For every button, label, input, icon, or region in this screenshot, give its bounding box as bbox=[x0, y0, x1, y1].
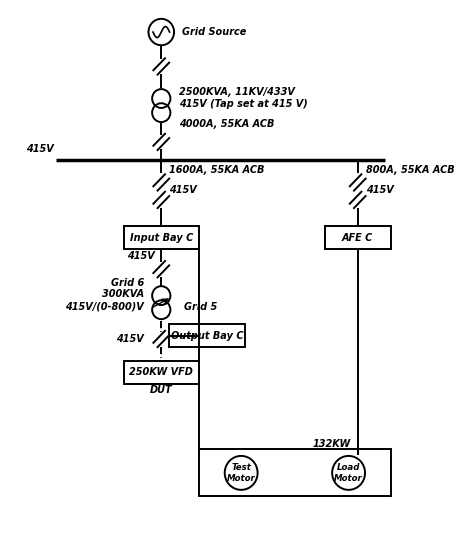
Text: Load
Motor: Load Motor bbox=[334, 463, 363, 482]
Text: 415V (Tap set at 415 V): 415V (Tap set at 415 V) bbox=[179, 99, 307, 109]
Text: 300KVA: 300KVA bbox=[102, 289, 144, 299]
Text: 132KW: 132KW bbox=[312, 439, 351, 449]
Text: 415V: 415V bbox=[127, 251, 155, 261]
Text: 415V: 415V bbox=[116, 334, 144, 344]
Text: Test
Motor: Test Motor bbox=[227, 463, 255, 482]
Text: Grid 6: Grid 6 bbox=[110, 278, 144, 288]
Text: DUT: DUT bbox=[150, 385, 173, 395]
Text: 4000A, 55KA ACB: 4000A, 55KA ACB bbox=[179, 119, 274, 130]
Text: 415V/(0-800)V: 415V/(0-800)V bbox=[65, 301, 144, 311]
Text: 415V: 415V bbox=[26, 144, 54, 154]
Text: 250KW VFD: 250KW VFD bbox=[129, 367, 193, 378]
Text: Grid Source: Grid Source bbox=[182, 27, 246, 37]
Text: Grid 5: Grid 5 bbox=[184, 302, 218, 312]
Text: 800A, 55KA ACB: 800A, 55KA ACB bbox=[366, 165, 455, 175]
Text: Output Bay C: Output Bay C bbox=[171, 331, 243, 341]
Text: 415V: 415V bbox=[170, 185, 197, 196]
Text: AFE C: AFE C bbox=[342, 233, 374, 243]
Text: 415V: 415V bbox=[366, 185, 394, 196]
Text: Input Bay C: Input Bay C bbox=[130, 233, 193, 243]
Text: 2500KVA, 11KV/433V: 2500KVA, 11KV/433V bbox=[179, 87, 294, 98]
Text: 1600A, 55KA ACB: 1600A, 55KA ACB bbox=[170, 165, 265, 175]
